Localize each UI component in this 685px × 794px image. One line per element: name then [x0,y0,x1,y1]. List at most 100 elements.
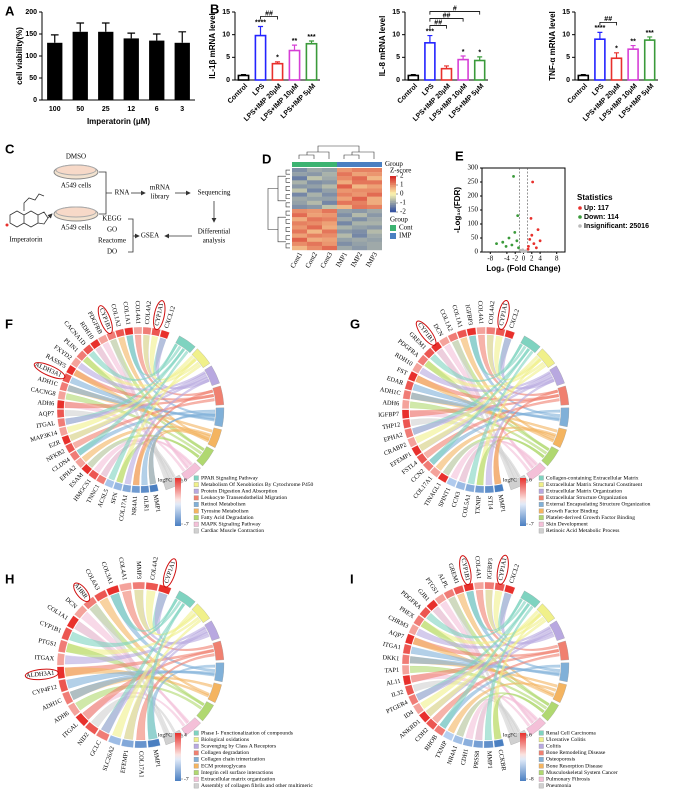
dish [55,164,97,176]
pathway-arc [552,427,567,448]
y-tick-label: 50 [471,234,479,242]
gene-label: COL4A2 [149,556,159,580]
heatmap-cell [352,196,367,201]
gene-segment [88,469,100,481]
gene-label: EDAR [386,375,405,387]
gene-segment [401,399,410,409]
gene-label: COL4A2 [488,301,497,325]
gene-segment [486,326,496,335]
column-label: Cont2 [304,250,320,269]
gene-segment [452,734,464,745]
legend-label: Scavenging by Class A Receptors [201,743,276,749]
heatmap-cell [307,233,322,238]
gene-segment [484,581,495,590]
gene-segment [402,389,412,400]
point [529,217,533,220]
legend-label: Tyrosine Metabolism [201,508,249,514]
error-bar [614,52,619,59]
pathway-arc [549,620,565,641]
gene-label: MMP3 [135,561,142,579]
ribbon [76,348,186,456]
point [528,238,532,241]
group-bar [337,162,352,167]
gene-label: TAP1 [384,667,399,675]
legend-label: Cont [399,224,413,232]
legend-swatch [193,475,199,481]
ribbon [64,401,186,472]
highlight-ring [415,320,437,346]
point [526,247,530,251]
colorbar-title: logFC [503,732,517,738]
gene-segment [118,582,133,592]
gene-segment [416,452,428,465]
ribbon [69,670,215,701]
significance: * [276,55,279,62]
significance: *** [307,34,315,41]
heatmap-cell [307,192,322,197]
heatmap-cell [367,229,382,234]
highlight-ring [97,305,113,335]
legend-swatch [538,521,544,527]
legend-label: Bone Resorption Disease [546,763,603,769]
y-tick-label: 0 [396,77,400,84]
heatmap-cell [367,200,382,206]
y-tick-label: 250 [468,178,479,186]
heatmap-cell [322,192,337,197]
chord-diagram: G CXCL2CYP1A1COL4A2COL4A1IGFBP3COL1A1COL1… [350,299,651,534]
y-tick-label: 10 [222,32,230,39]
heatmap-cell [352,209,367,214]
pathway-arc [536,348,556,368]
gene-label: SLC26A2 [101,746,116,772]
label: Reactome [98,237,126,245]
heatmap-cell [292,192,307,197]
legend-swatch [193,515,199,521]
heatmap-cell [337,229,352,234]
bar [643,39,656,81]
heatmap-cell [307,180,322,185]
point [527,245,530,248]
heatmap-cell [352,200,367,206]
gene-label: EFEMP1 [120,749,131,773]
pathway-arc [196,701,214,722]
heatmap-cell [307,176,322,181]
significance: *** [426,28,434,35]
bar [237,74,250,81]
gene-segment [472,740,484,749]
heatmap-cell [337,233,352,238]
gene-segment [75,712,89,727]
heatmap-cell [292,176,307,181]
error-bar [152,33,161,41]
gene-segment [82,344,94,356]
gene-segment [56,399,65,409]
legend-swatch [538,515,544,521]
heatmap-cell [367,225,382,230]
colorbar-step [390,190,396,193]
colorbar-step [390,186,396,189]
heatmap-cell [307,168,322,173]
point [504,245,508,248]
gene-segment [145,582,159,592]
label: A549 cells [61,182,91,190]
error-bar [291,44,298,51]
heatmap-cell [307,229,322,234]
ribbon [76,409,216,456]
ribbon [493,428,556,485]
bar [254,34,267,81]
heatmap-cell [292,241,307,247]
pathway-arc [196,446,214,467]
heatmap-cell [292,200,307,206]
heatmap-cell [292,217,307,222]
legend-swatch [193,495,199,501]
gene-label: MMP1 [152,749,162,768]
ribbon [469,335,561,418]
heatmap-cell [322,221,337,226]
gene-label: COL4A1 [117,557,128,581]
gene-label: SFN [110,491,120,504]
bar [457,58,469,81]
legend-swatch [538,783,544,789]
legend-marker [578,206,582,210]
heatmap-cell [337,221,352,226]
bar [473,59,486,81]
gene-segment [483,740,494,749]
label: Sequencing [198,189,231,197]
